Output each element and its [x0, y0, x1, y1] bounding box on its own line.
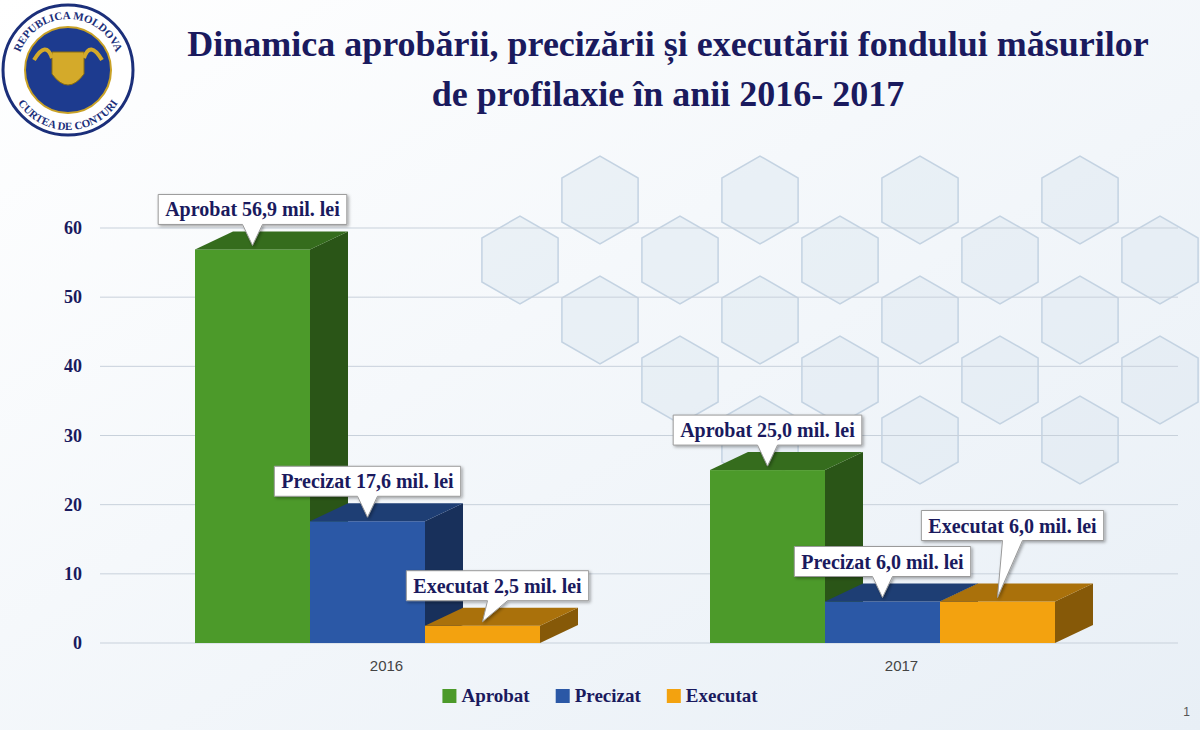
tick-label: 60	[64, 218, 82, 238]
hexagon	[1042, 396, 1118, 484]
hexagon	[722, 276, 798, 364]
bar	[825, 602, 940, 644]
tick-label: 10	[64, 564, 82, 584]
hexagon	[882, 276, 958, 364]
callout-box	[274, 466, 460, 517]
tick-label: 30	[64, 426, 82, 446]
callout-box	[406, 571, 588, 622]
callout-box	[794, 547, 970, 598]
callout-box	[673, 415, 862, 466]
hexagon	[802, 216, 878, 304]
decoration	[482, 156, 1198, 484]
bar-top	[310, 503, 463, 521]
title: Dinamica aprobării, precizării și execut…	[187, 24, 1149, 114]
hexagon	[962, 216, 1038, 304]
legend-swatch	[556, 689, 570, 703]
legend-label: Aprobat	[461, 685, 530, 706]
bar-top	[710, 452, 863, 470]
hexagon	[962, 336, 1038, 424]
grid-line	[100, 228, 1178, 229]
data-label: Executat 2,5 mil. lei	[413, 575, 582, 597]
logo-text: CURTEA DE CONTURI	[16, 97, 120, 132]
legend-swatch	[667, 689, 681, 703]
tick-label: 40	[64, 356, 82, 376]
hexagon	[642, 216, 718, 304]
y-axis: 0 10 20 30 40 50 60	[64, 218, 1178, 653]
logo-shield	[52, 52, 84, 85]
page-number: 1	[1183, 705, 1190, 719]
bar-top	[195, 231, 348, 249]
data-label: Aprobat 25,0 mil. lei	[680, 419, 855, 442]
title-line: Dinamica aprobării, precizării și execut…	[187, 24, 1149, 65]
hexagon	[1122, 336, 1198, 424]
legend: Aprobat Precizat Executat	[442, 685, 758, 706]
callout: Aprobat 25,0 mil. lei	[673, 415, 862, 466]
hexagon	[1122, 216, 1198, 304]
callout: Precizat 6,0 mil. lei	[794, 547, 970, 598]
logo-inner	[25, 27, 111, 113]
tick-label: 0	[73, 633, 82, 653]
callout-box	[921, 511, 1103, 598]
logo-text: REPUBLICA MOLDOVA	[11, 9, 125, 53]
data-label: Aprobat 56,9 mil. lei	[165, 198, 340, 221]
hexagon	[642, 336, 718, 424]
hexagon	[1042, 276, 1118, 364]
title-line: de profilaxie în anii 2016- 2017	[432, 74, 904, 114]
data-labels: Aprobat 56,9 mil. lei Aprobat 25,0 mil. l…	[158, 194, 1103, 621]
data-label: Precizat 17,6 mil. lei	[281, 470, 454, 492]
callout: Precizat 17,6 mil. lei	[274, 466, 460, 517]
logo-ring	[3, 5, 133, 135]
background	[0, 0, 1200, 730]
callout-box	[158, 194, 347, 245]
bar	[940, 602, 1055, 644]
data-label: Precizat 6,0 mil. lei	[801, 551, 964, 573]
logo-text-path: REPUBLICA MOLDOVA	[11, 9, 125, 53]
bar-top	[425, 608, 578, 626]
bar-top	[940, 584, 1093, 602]
legend-swatch	[442, 689, 456, 703]
chart: REPUBLICA MOLDOVA CURTEA DE CONTURI Dinami…	[0, 0, 1200, 730]
logo-text-path: CURTEA DE CONTURI	[16, 97, 120, 132]
bars	[195, 231, 1093, 643]
hexagon	[882, 396, 958, 484]
data-label: Executat 6,0 mil. lei	[928, 515, 1097, 537]
bar	[195, 249, 310, 643]
hexagon	[802, 336, 878, 424]
tick-label: 20	[64, 495, 82, 515]
hexagon	[562, 276, 638, 364]
callout: Executat 6,0 mil. lei	[921, 511, 1103, 598]
logo-wings	[34, 49, 102, 60]
hexagon	[722, 156, 798, 244]
hexagon	[1042, 156, 1118, 244]
tick-label: 50	[64, 287, 82, 307]
legend-label: Executat	[686, 685, 758, 706]
legend-label: Precizat	[575, 685, 642, 706]
callout: Executat 2,5 mil. lei	[406, 571, 588, 622]
callout: Aprobat 56,9 mil. lei	[158, 194, 347, 245]
hexagon	[562, 156, 638, 244]
x-tick-label: 2017	[885, 657, 918, 674]
hexagon	[482, 216, 558, 304]
hexagon	[882, 156, 958, 244]
bar	[425, 626, 540, 643]
x-tick-label: 2016	[370, 657, 403, 674]
logo: REPUBLICA MOLDOVA CURTEA DE CONTURI	[3, 5, 133, 135]
